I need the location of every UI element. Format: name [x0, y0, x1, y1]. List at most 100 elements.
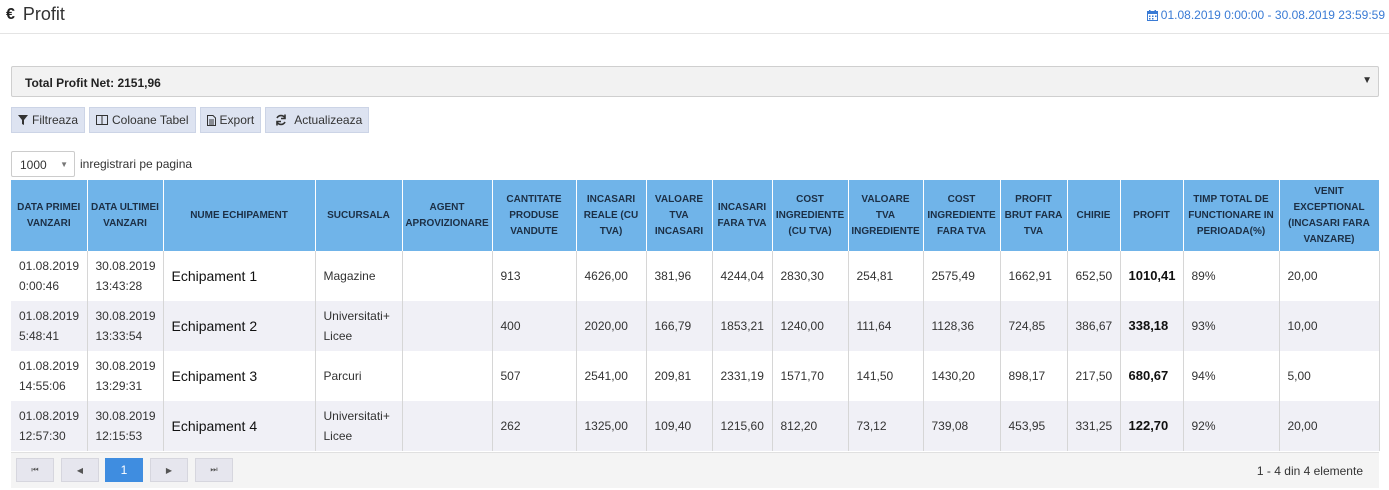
- column-header[interactable]: AGENT APROVIZIONARE: [402, 180, 493, 251]
- page-size-label: inregistrari pe pagina: [80, 157, 193, 171]
- column-header[interactable]: SUCURSALA: [315, 180, 403, 251]
- column-header[interactable]: NUME ECHIPAMENT: [163, 180, 316, 251]
- table-cell: 01.08.2019 14:55:06: [11, 351, 88, 401]
- table-cell: 680,67: [1120, 351, 1184, 401]
- column-header[interactable]: PROFIT BRUT FARA TVA: [1000, 180, 1068, 251]
- table-cell: 4626,00: [576, 251, 647, 301]
- table-cell: 1215,60: [712, 401, 773, 451]
- date-range-text: 01.08.2019 0:00:00 - 30.08.2019 23:59:59: [1160, 8, 1385, 22]
- columns-icon: [96, 115, 109, 125]
- column-header[interactable]: PROFIT: [1120, 180, 1184, 251]
- table-cell: 1430,20: [923, 351, 1001, 401]
- table-cell: 453,95: [1000, 401, 1068, 451]
- column-header[interactable]: CHIRIE: [1067, 180, 1121, 251]
- prev-page-icon: ◀: [76, 465, 84, 475]
- column-header[interactable]: DATA PRIMEI VANZARI: [11, 180, 88, 251]
- table-cell: Echipament 4: [163, 401, 316, 451]
- table-cell: 724,85: [1000, 301, 1068, 351]
- table-cell: 01.08.2019 5:48:41: [11, 301, 88, 351]
- table-cell: 20,00: [1279, 401, 1380, 451]
- table-cell: 30.08.2019 13:29:31: [87, 351, 164, 401]
- table-cell: 141,50: [848, 351, 924, 401]
- table-cell: 01.08.2019 0:00:46: [11, 251, 88, 301]
- refresh-button[interactable]: Actualizeaza: [265, 107, 370, 133]
- last-page-icon: ⏭: [210, 465, 218, 474]
- table-cell: 507: [492, 351, 577, 401]
- table-row[interactable]: 01.08.2019 0:00:46 30.08.2019 13:43:28 E…: [11, 251, 1380, 301]
- table-cell: 122,70: [1120, 401, 1184, 451]
- table-cell: 400: [492, 301, 577, 351]
- page-1-button[interactable]: 1: [105, 458, 143, 482]
- column-header[interactable]: VENIT EXCEPTIONAL (INCASARI FARA VANZARE…: [1279, 180, 1380, 251]
- table-cell: 109,40: [646, 401, 713, 451]
- total-profit-label: Total Profit Net: 2151,96: [25, 76, 161, 90]
- column-header[interactable]: COST INGREDIENTE FARA TVA: [923, 180, 1001, 251]
- table-cell: 386,67: [1067, 301, 1121, 351]
- first-page-icon: ⏮: [31, 465, 39, 474]
- table-cell: 4244,04: [712, 251, 773, 301]
- column-header[interactable]: VALOARE TVA INCASARI: [646, 180, 713, 251]
- table-cell: 812,20: [772, 401, 849, 451]
- table-cell: 262: [492, 401, 577, 451]
- table-row[interactable]: 01.08.2019 5:48:41 30.08.2019 13:33:54 E…: [11, 301, 1380, 351]
- table-cell: [402, 351, 493, 401]
- filter-icon: [18, 115, 28, 125]
- table-cell: 338,18: [1120, 301, 1184, 351]
- table-cell: 1010,41: [1120, 251, 1184, 301]
- first-page-button[interactable]: ⏮: [16, 458, 54, 482]
- refresh-icon: [276, 114, 287, 126]
- filter-label: Filtreaza: [32, 113, 79, 127]
- chevron-down-icon: ▼: [60, 160, 68, 169]
- table-cell: 93%: [1183, 301, 1280, 351]
- table-cell: Universitati+ Licee: [315, 401, 403, 451]
- table-cell: 89%: [1183, 251, 1280, 301]
- table-row[interactable]: 01.08.2019 12:57:30 30.08.2019 12:15:53 …: [11, 401, 1380, 451]
- column-header[interactable]: VALOARE TVA INGREDIENTE: [848, 180, 924, 251]
- table-cell: 1853,21: [712, 301, 773, 351]
- table-cell: 2575,49: [923, 251, 1001, 301]
- table-cell: 166,79: [646, 301, 713, 351]
- column-header[interactable]: INCASARI FARA TVA: [712, 180, 773, 251]
- table-cell: Echipament 2: [163, 301, 316, 351]
- next-page-button[interactable]: ▶: [150, 458, 188, 482]
- file-icon: [206, 114, 216, 126]
- date-range-picker[interactable]: 01.08.2019 0:00:00 - 30.08.2019 23:59:59: [1146, 8, 1385, 22]
- table-row[interactable]: 01.08.2019 14:55:06 30.08.2019 13:29:31 …: [11, 351, 1380, 401]
- pagination-info: 1 - 4 din 4 elemente: [1256, 464, 1363, 478]
- table-cell: 94%: [1183, 351, 1280, 401]
- table-cell: 254,81: [848, 251, 924, 301]
- table-cell: 209,81: [646, 351, 713, 401]
- table-cell: 331,25: [1067, 401, 1121, 451]
- column-header[interactable]: COST INGREDIENTE (CU TVA): [772, 180, 849, 251]
- table-cell: 2541,00: [576, 351, 647, 401]
- table-cell: 898,17: [1000, 351, 1068, 401]
- last-page-button[interactable]: ⏭: [195, 458, 233, 482]
- table-cell: 92%: [1183, 401, 1280, 451]
- table-cell: 5,00: [1279, 351, 1380, 401]
- column-header[interactable]: TIMP TOTAL DE FUNCTIONARE IN PERIOADA(%): [1183, 180, 1280, 251]
- table-cell: 30.08.2019 12:15:53: [87, 401, 164, 451]
- table-cell: 739,08: [923, 401, 1001, 451]
- profit-summary-dropdown[interactable]: Total Profit Net: 2151,96 ▼: [11, 66, 1379, 97]
- table-cell: 30.08.2019 13:33:54: [87, 301, 164, 351]
- current-page-number: 1: [120, 463, 128, 477]
- table-cell: 30.08.2019 13:43:28: [87, 251, 164, 301]
- table-cell: 1128,36: [923, 301, 1001, 351]
- page-size-select[interactable]: 1000 ▼: [11, 151, 75, 177]
- column-header[interactable]: INCASARI REALE (CU TVA): [576, 180, 647, 251]
- prev-page-button[interactable]: ◀: [61, 458, 99, 482]
- columns-label: Coloane Tabel: [112, 113, 189, 127]
- table-cell: [402, 401, 493, 451]
- column-header[interactable]: CANTITATE PRODUSE VANDUTE: [492, 180, 577, 251]
- filter-button[interactable]: Filtreaza: [11, 107, 86, 133]
- columns-button[interactable]: Coloane Tabel: [89, 107, 196, 133]
- page-header: € Profit 01.08.2019 0:00:00 - 30.08.2019…: [0, 0, 1389, 34]
- column-header[interactable]: DATA ULTIMEI VANZARI: [87, 180, 164, 251]
- table-cell: 73,12: [848, 401, 924, 451]
- table-cell: 1662,91: [1000, 251, 1068, 301]
- table-cell: 2830,30: [772, 251, 849, 301]
- caret-down-icon: ▼: [1362, 75, 1372, 86]
- export-button[interactable]: Export: [199, 107, 262, 133]
- table-cell: Universitati+ Licee: [315, 301, 403, 351]
- refresh-label: Actualizeaza: [294, 113, 363, 127]
